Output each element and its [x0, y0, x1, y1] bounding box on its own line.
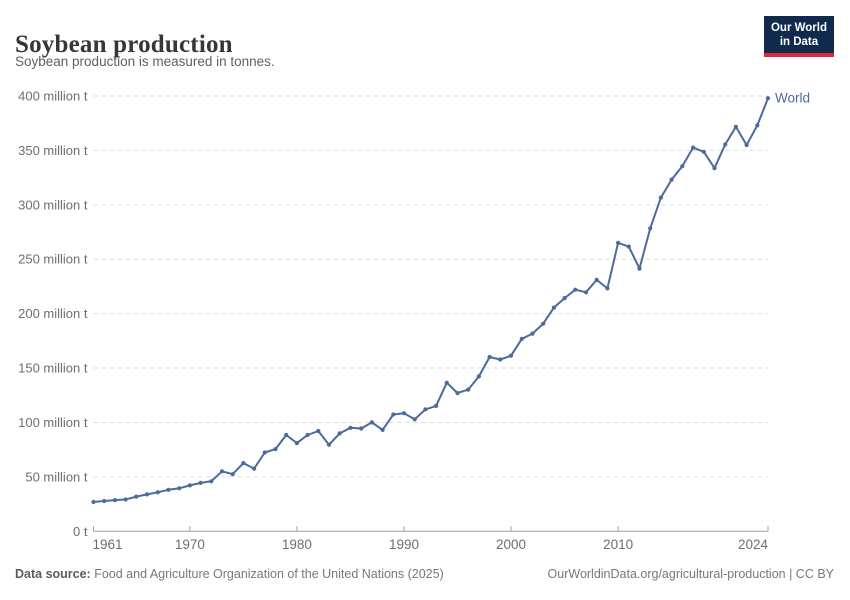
data-point[interactable]	[744, 142, 749, 148]
data-point[interactable]	[273, 447, 278, 452]
data-point[interactable]	[326, 442, 332, 447]
data-point[interactable]	[691, 145, 696, 150]
chart-footer: Data source: Food and Agriculture Organi…	[15, 567, 834, 581]
y-axis-tick-label: 50 million t	[25, 469, 88, 484]
owid-logo-line1: Our World	[770, 22, 827, 34]
data-point[interactable]	[583, 290, 589, 295]
data-point[interactable]	[294, 441, 299, 446]
data-point[interactable]	[616, 240, 621, 245]
x-axis-tick-label: 1961	[93, 537, 123, 552]
owid-logo-line2: in Data	[779, 36, 819, 49]
data-point[interactable]	[230, 472, 235, 477]
data-point[interactable]	[284, 432, 289, 438]
data-point[interactable]	[380, 427, 385, 432]
y-axis-tick-label: 100 million t	[18, 415, 88, 430]
data-point[interactable]	[337, 431, 342, 436]
data-point[interactable]	[219, 469, 225, 474]
data-point[interactable]	[466, 387, 471, 392]
data-point[interactable]	[765, 96, 771, 101]
data-point[interactable]	[348, 425, 353, 430]
data-point[interactable]	[562, 296, 567, 301]
data-point[interactable]	[241, 461, 246, 466]
y-axis-tick-label: 0 t	[73, 524, 88, 539]
y-axis-tick-label: 200 million t	[18, 306, 88, 321]
data-point[interactable]	[712, 166, 717, 171]
x-axis-tick-label: 2024	[738, 537, 769, 552]
data-point[interactable]	[91, 499, 96, 505]
data-point[interactable]	[755, 123, 760, 128]
data-point[interactable]	[626, 244, 631, 249]
chart-subtitle: Soybean production is measured in tonnes…	[15, 54, 275, 69]
x-axis-tick-label: 1970	[175, 537, 205, 552]
data-point[interactable]	[487, 354, 492, 360]
data-point[interactable]	[166, 487, 171, 492]
data-point[interactable]	[262, 450, 267, 455]
data-point[interactable]	[455, 391, 460, 396]
data-point[interactable]	[701, 149, 706, 154]
data-point[interactable]	[551, 305, 557, 310]
data-point[interactable]	[155, 490, 160, 495]
data-point[interactable]	[573, 287, 578, 292]
data-point[interactable]	[519, 336, 524, 341]
page-title: Soybean production	[15, 30, 233, 58]
data-point[interactable]	[252, 466, 257, 471]
data-point[interactable]	[541, 321, 546, 326]
data-point[interactable]	[401, 411, 407, 416]
y-axis-tick-label: 300 million t	[18, 197, 88, 212]
data-point[interactable]	[412, 417, 417, 422]
data-point[interactable]	[733, 124, 739, 129]
data-source-text: Food and Agriculture Organization of the…	[94, 567, 444, 581]
data-point[interactable]	[134, 494, 139, 499]
data-point[interactable]	[177, 486, 182, 491]
data-point[interactable]	[369, 420, 374, 425]
data-point[interactable]	[605, 286, 610, 291]
x-axis-tick-label: 2000	[496, 537, 526, 552]
world-series-line[interactable]	[92, 97, 769, 503]
x-axis-tick-label: 1980	[282, 537, 312, 552]
y-axis-tick-label: 350 million t	[18, 143, 88, 158]
footer-note[interactable]: OurWorldinData.org/agricultural-producti…	[547, 567, 834, 581]
data-point[interactable]	[305, 432, 310, 438]
data-point[interactable]	[434, 403, 439, 408]
data-point[interactable]	[123, 497, 128, 502]
x-axis-tick-label: 1990	[389, 537, 419, 552]
data-point[interactable]	[530, 331, 535, 336]
data-point[interactable]	[391, 412, 396, 417]
data-point[interactable]	[648, 226, 653, 231]
data-point[interactable]	[498, 357, 503, 362]
data-point[interactable]	[723, 142, 728, 147]
data-point[interactable]	[637, 266, 642, 271]
y-axis-tick-label: 150 million t	[18, 361, 88, 376]
data-source: Data source: Food and Agriculture Organi…	[15, 567, 444, 581]
data-point[interactable]	[112, 498, 117, 503]
data-source-label: Data source:	[15, 567, 91, 581]
data-point[interactable]	[476, 374, 481, 379]
owid-logo[interactable]: Our World in Data	[763, 16, 834, 57]
data-point[interactable]	[658, 195, 664, 200]
data-point[interactable]	[594, 277, 599, 282]
data-point[interactable]	[187, 483, 192, 488]
data-point[interactable]	[444, 380, 449, 385]
data-point[interactable]	[680, 164, 685, 169]
data-point[interactable]	[102, 498, 107, 504]
data-point[interactable]	[423, 407, 428, 412]
data-point[interactable]	[508, 353, 514, 358]
y-axis-tick-label: 400 million t	[18, 89, 88, 104]
data-point[interactable]	[316, 428, 321, 434]
series-label-world[interactable]: World	[775, 91, 810, 106]
data-point[interactable]	[669, 177, 674, 182]
y-axis-tick-label: 250 million t	[18, 252, 88, 267]
data-point[interactable]	[198, 480, 203, 485]
data-point[interactable]	[209, 479, 214, 484]
x-axis-tick-label: 2010	[603, 537, 633, 552]
data-point[interactable]	[144, 492, 150, 497]
data-point[interactable]	[359, 426, 364, 431]
